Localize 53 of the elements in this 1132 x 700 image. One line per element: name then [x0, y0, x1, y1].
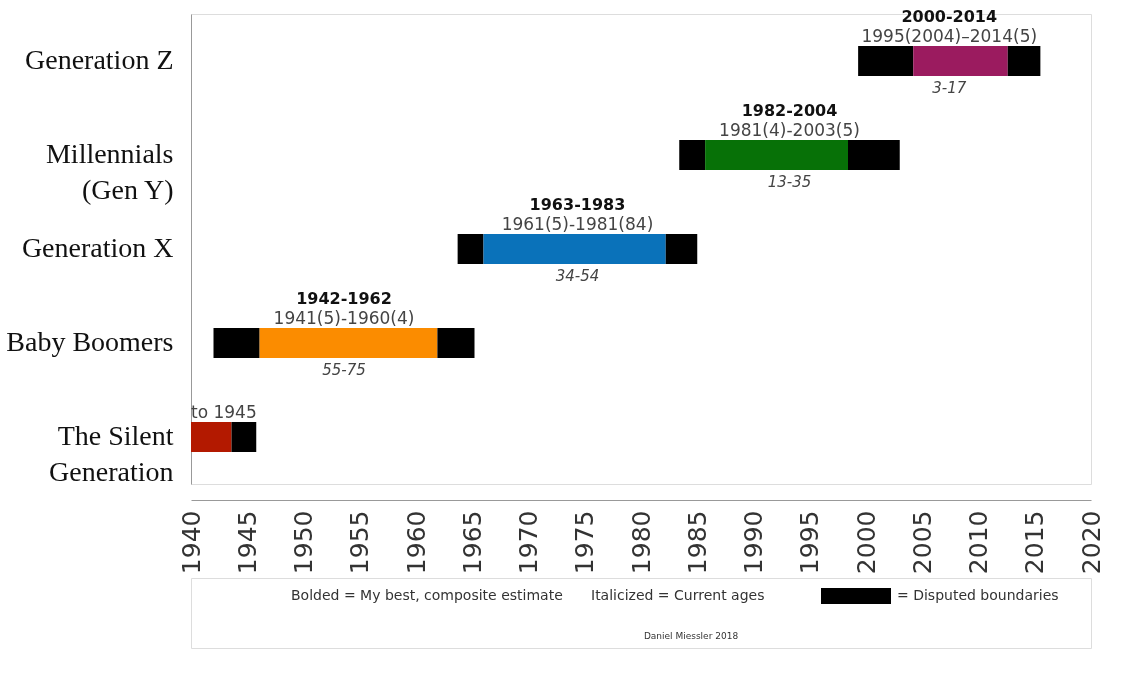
- text: Italicized = Current ages: [591, 587, 765, 603]
- bar: [913, 46, 1008, 76]
- legend-label: = Disputed boundaries: [897, 587, 1059, 603]
- bar: [1007, 46, 1041, 76]
- x-tick-label: 2005: [907, 510, 937, 575]
- x-tick-label: 1980: [626, 510, 656, 575]
- annotation: 1963-1983: [529, 195, 626, 214]
- x-tick-label: 1945: [232, 510, 262, 575]
- text: Daniel Miessler 2018: [643, 631, 739, 641]
- bar: [191, 422, 232, 452]
- x-tick-label: 1965: [457, 510, 487, 575]
- annotation: 1981(4)-2003(5): [719, 120, 860, 140]
- x-tick-label: 1960: [401, 510, 431, 575]
- annotation: 34-54: [555, 267, 600, 285]
- bar: [848, 140, 900, 170]
- bar: [705, 140, 848, 170]
- x-tick-label: 1985: [682, 510, 712, 575]
- bar: [231, 422, 257, 452]
- y-tick-label: Generation Z: [25, 44, 174, 75]
- x-tick-label: 2020: [1076, 510, 1106, 575]
- x-tick-label: 1950: [289, 510, 318, 575]
- annotation: 1995(2004)–2014(5): [861, 26, 1038, 46]
- text: Bolded = My best, composite estimate: [291, 587, 563, 603]
- bar: [679, 140, 706, 170]
- x-tick-label: 2010: [964, 510, 993, 575]
- bar: [483, 234, 666, 264]
- annotation: 2000-2014: [901, 7, 998, 26]
- annotation: 1961(5)-1981(84): [501, 214, 654, 234]
- x-tick-label: 2015: [1020, 510, 1050, 575]
- bar: [437, 328, 475, 358]
- y-tick-label: Generation X: [21, 232, 174, 263]
- annotation: 13-35: [767, 173, 812, 191]
- annotation: 1942-1962: [296, 289, 392, 308]
- y-tick-label: Baby Boomers: [6, 326, 174, 357]
- bar: [213, 328, 260, 358]
- x-tick-label: 2000: [851, 510, 881, 575]
- x-tick-label: 1995: [795, 510, 825, 575]
- y-tick-label: Millennials (Gen Y): [45, 138, 174, 205]
- annotation: 55-75: [322, 361, 366, 379]
- annotation: 1982-2004: [741, 101, 838, 120]
- x-tick-label: 1975: [570, 510, 600, 575]
- x-tick-label: 1955: [345, 510, 375, 575]
- y-tick-label: The Silent Generation: [49, 420, 174, 487]
- annotation: to 1945: [191, 402, 257, 422]
- x-tick-label: 1940: [176, 510, 206, 575]
- bar: [665, 234, 698, 264]
- annotation: 1941(5)-1960(4): [273, 308, 415, 328]
- x-tick-label: 1970: [514, 510, 543, 575]
- bar: [259, 328, 438, 358]
- x-tick-label: 1990: [739, 510, 768, 575]
- bar: [457, 234, 484, 264]
- bar: [858, 46, 914, 76]
- annotation: 3-17: [932, 79, 967, 97]
